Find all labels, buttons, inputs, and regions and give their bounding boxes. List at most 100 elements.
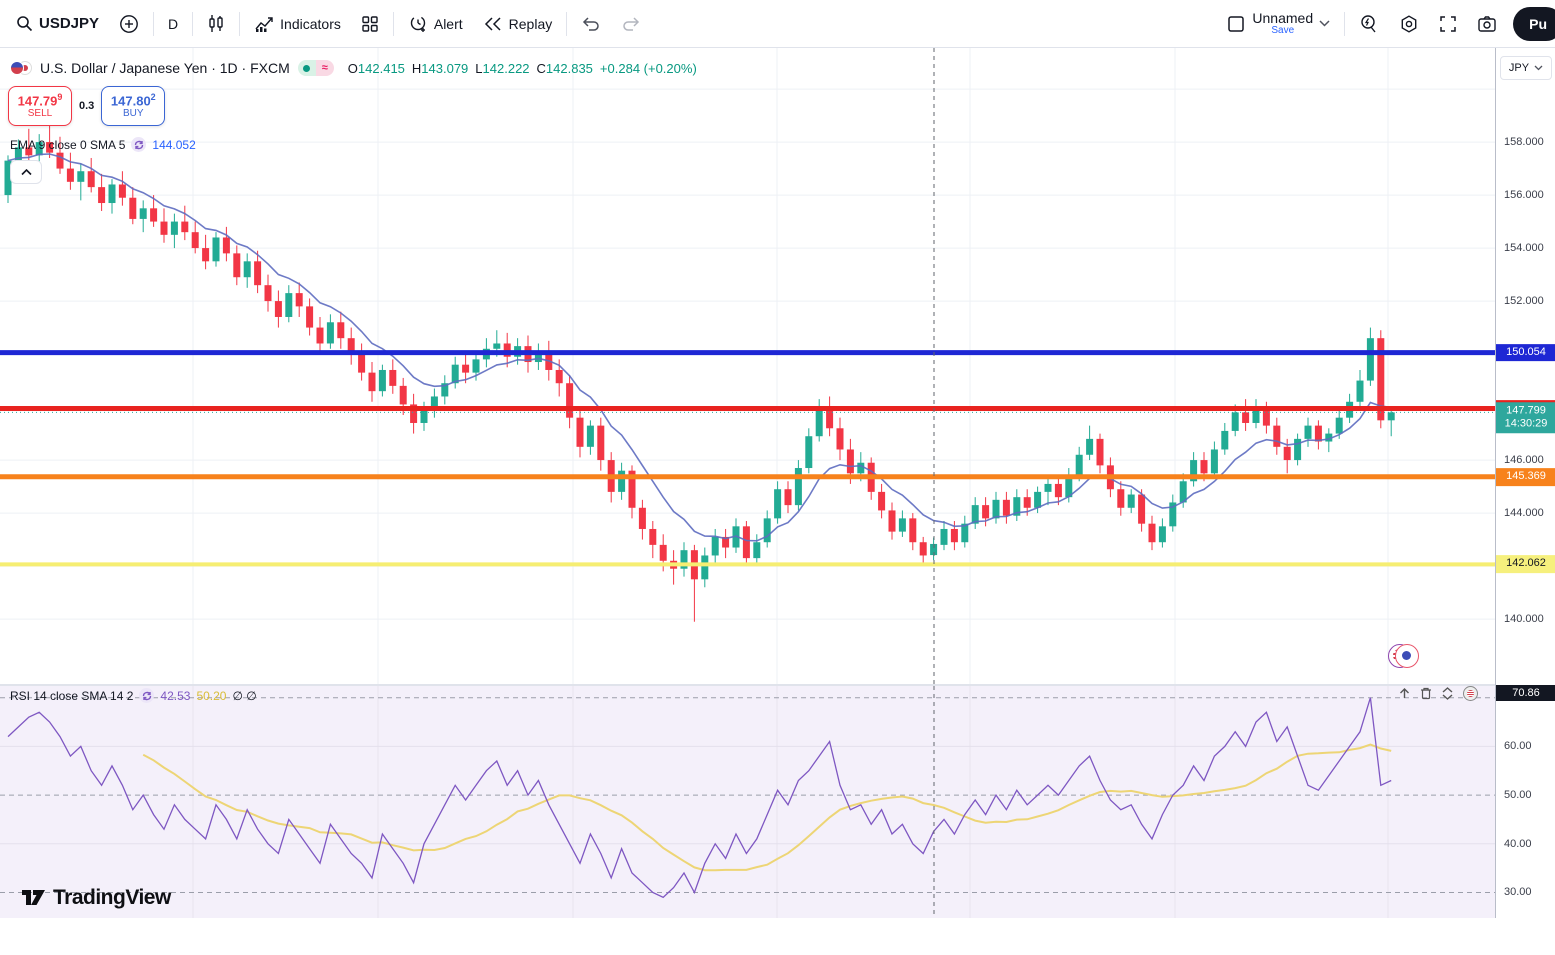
sync-icon [131, 137, 147, 152]
compare-button[interactable] [109, 5, 149, 43]
symbol-header: U.S. Dollar / Japanese Yen · 1D · FXCM ≈… [10, 60, 697, 76]
currency-unit-selector[interactable]: JPY [1500, 56, 1552, 80]
sell-label: SELL [27, 108, 53, 120]
price-level-tag: 145.369 [1496, 467, 1555, 486]
spread-value: 0.3 [79, 100, 95, 112]
toolbar-separator [239, 11, 241, 36]
fullscreen-button[interactable] [1429, 5, 1467, 43]
tradingview-glyph-icon [22, 890, 45, 905]
chevron-down-icon [1319, 20, 1330, 27]
market-status-pill[interactable]: ≈ [297, 60, 334, 76]
rsi-legend-label: RSI 14 close SMA 14 2 [10, 688, 134, 703]
rsi-tick: 60.00 [1504, 740, 1532, 753]
toolbar-separator [566, 11, 568, 36]
layout-name: Unnamed Save [1252, 9, 1314, 36]
chart-style-button[interactable] [197, 5, 235, 43]
interval-button[interactable]: D [158, 5, 188, 43]
symbol-title[interactable]: U.S. Dollar / Japanese Yen · 1D · FXCM [40, 60, 290, 76]
open-value: 142.415 [357, 60, 405, 76]
maximize-pane-icon[interactable] [1441, 687, 1454, 700]
buy-price: 147.80 [110, 93, 151, 109]
rsi-value: 42.53 [160, 688, 191, 703]
price-level-tag: 142.062 [1496, 555, 1555, 574]
price-tick: 146.000 [1504, 454, 1544, 467]
close-label: C [536, 60, 546, 76]
toolbar-right: Unnamed Save Pu [1216, 0, 1555, 47]
rsi-pane-tools [1398, 686, 1478, 701]
rsi-hidden-values: ∅ ∅ [232, 688, 257, 703]
delete-pane-icon[interactable] [1420, 687, 1432, 700]
undo-button[interactable] [571, 5, 611, 43]
rsi-tick: 40.00 [1504, 837, 1532, 850]
quick-search-icon [1359, 14, 1379, 34]
price-level-tag: 147.799 14:30:29 [1496, 401, 1555, 434]
rsi-pane[interactable] [0, 686, 1495, 918]
price-tick: 140.000 [1504, 613, 1544, 626]
tradingview-wordmark: TradingView [53, 886, 171, 909]
symbol-search-button[interactable]: USDJPY [6, 5, 109, 43]
save-link[interactable]: Save [1271, 24, 1295, 36]
indicators-icon [254, 15, 274, 33]
quick-search-button[interactable] [1349, 5, 1389, 43]
replay-button[interactable]: Replay [473, 5, 563, 43]
replay-rewind-icon [483, 16, 503, 32]
chart-area: U.S. Dollar / Japanese Yen · 1D · FXCM ≈… [0, 48, 1555, 955]
tradingview-logo[interactable]: TradingView [22, 886, 171, 910]
toolbar-separator [192, 11, 194, 36]
toolbar-left: USDJPY D Indicators [6, 0, 651, 47]
open-label: O [347, 60, 358, 76]
pair-flags-badge-icon [1388, 644, 1419, 670]
chevron-down-icon [1534, 65, 1543, 71]
save-layout-button[interactable]: Unnamed Save [1216, 5, 1340, 43]
camera-icon [1477, 15, 1497, 33]
fullscreen-icon [1439, 15, 1457, 33]
layout-templates-button[interactable] [351, 5, 389, 43]
alert-label: Alert [433, 15, 463, 32]
symbol-label: USDJPY [39, 15, 100, 32]
price-tick: 158.000 [1504, 136, 1544, 149]
low-label: L [475, 60, 483, 76]
toolbar-separator [392, 11, 394, 36]
high-value: 143.079 [421, 60, 469, 76]
publish-button[interactable]: Pu [1513, 6, 1555, 41]
redo-button[interactable] [611, 5, 651, 43]
rsi-crosshair-value-tag: 70.86 [1496, 685, 1555, 702]
toolbar-separator [153, 11, 155, 36]
interval-label: D [168, 15, 179, 32]
alert-button[interactable]: Alert [398, 5, 473, 43]
indicators-button[interactable]: Indicators [244, 5, 351, 43]
move-pane-up-icon[interactable] [1398, 687, 1411, 700]
usdjpy-pair-logo-icon [10, 60, 32, 76]
market-open-dot-icon [297, 60, 316, 76]
delayed-data-icon: ≈ [315, 60, 334, 76]
rsi-indicator-legend[interactable]: RSI 14 close SMA 14 2 42.53 50.20 ∅ ∅ [10, 688, 257, 703]
price-tick: 156.000 [1504, 189, 1544, 202]
search-icon [16, 15, 33, 32]
grid-icon [361, 15, 379, 33]
sell-button[interactable]: 147.799 SELL [8, 86, 72, 126]
ema-indicator-legend[interactable]: EMA 9 close 0 SMA 5 144.052 [10, 137, 196, 152]
rsi-source-badge-icon [1463, 686, 1478, 701]
rsi-tick: 50.00 [1504, 789, 1532, 802]
price-tick: 144.000 [1504, 507, 1544, 520]
top-toolbar: USDJPY D Indicators [0, 0, 1555, 48]
ema-value: 144.052 [152, 137, 196, 152]
settings-button[interactable] [1389, 5, 1429, 43]
alert-clock-icon [408, 14, 428, 34]
gear-icon [1399, 14, 1419, 34]
price-axis[interactable]: JPY 158.000 156.000 154.000 152.000 146.000 1… [1495, 48, 1555, 918]
close-value: 142.835 [545, 60, 593, 76]
sell-price: 147.79 [17, 93, 58, 109]
collapse-legend-button[interactable] [10, 160, 42, 184]
buy-button[interactable]: 147.802 BUY [101, 86, 166, 126]
screenshot-button[interactable] [1467, 5, 1507, 43]
chevron-up-icon [20, 168, 32, 175]
pane-divider[interactable] [0, 684, 1495, 686]
price-tick: 154.000 [1504, 242, 1544, 255]
buy-label: BUY [123, 108, 144, 120]
price-pane[interactable] [0, 48, 1495, 684]
candles-icon [207, 14, 225, 34]
trade-widget: 147.799 SELL 0.3 147.802 BUY [8, 86, 166, 126]
rsi-tick: 30.00 [1504, 886, 1532, 899]
